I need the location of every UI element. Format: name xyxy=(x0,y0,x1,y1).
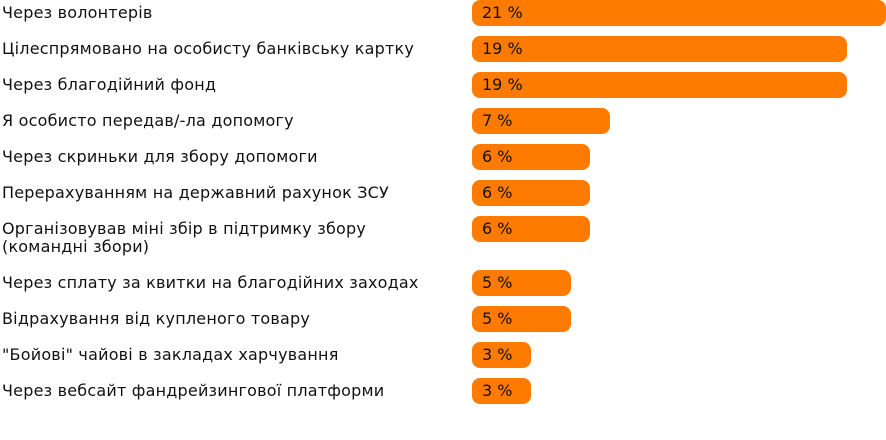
bar-track: 19 % xyxy=(472,36,886,62)
bar-track: 6 % xyxy=(472,180,886,206)
bar-track: 5 % xyxy=(472,306,886,332)
bar-row: Через сплату за квитки на благодійних за… xyxy=(0,270,886,296)
category-label: Через вебсайт фандрейзингової платформи xyxy=(2,381,385,400)
category-label: Відрахування від купленого товару xyxy=(2,309,311,328)
bar xyxy=(472,36,847,62)
bar-track: 3 % xyxy=(472,378,886,404)
value-label: 5 % xyxy=(482,309,513,328)
bar xyxy=(472,378,532,404)
bar xyxy=(472,216,591,242)
category-label: Організовував міні збір в підтримку збор… xyxy=(2,219,367,256)
value-label: 19 % xyxy=(482,75,523,94)
bar xyxy=(472,72,847,98)
bar xyxy=(472,342,532,368)
value-label: 7 % xyxy=(482,111,513,130)
bar-row: Через скриньки для збору допомоги 6 % xyxy=(0,144,886,170)
bar xyxy=(472,108,610,134)
bar-track: 6 % xyxy=(472,216,886,242)
bar-row: Через вебсайт фандрейзингової платформи 3… xyxy=(0,378,886,404)
category-label: Через благодійний фонд xyxy=(2,75,217,94)
bar xyxy=(472,144,591,170)
category-label: Я особисто передав/-ла допомогу xyxy=(2,111,294,130)
value-label: 19 % xyxy=(482,39,523,58)
bar xyxy=(472,180,591,206)
bar-track: 3 % xyxy=(472,342,886,368)
category-label: Перерахуванням на державний рахунок ЗСУ xyxy=(2,183,389,202)
category-label: Через скриньки для збору допомоги xyxy=(2,147,318,166)
value-label: 3 % xyxy=(482,381,513,400)
bar-row: "Бойові" чайові в закладах харчування 3 % xyxy=(0,342,886,368)
bar-row: Я особисто передав/-ла допомогу 7 % xyxy=(0,108,886,134)
value-label: 6 % xyxy=(482,183,513,202)
bar xyxy=(472,306,571,332)
value-label: 3 % xyxy=(482,345,513,364)
value-label: 6 % xyxy=(482,219,513,238)
value-label: 5 % xyxy=(482,273,513,292)
bar-row: Через благодійний фонд 19 % xyxy=(0,72,886,98)
bar-track: 19 % xyxy=(472,72,886,98)
bar-row: Цілеспрямовано на особисту банківську ка… xyxy=(0,36,886,62)
bar-track: 5 % xyxy=(472,270,886,296)
category-label: Цілеспрямовано на особисту банківську ка… xyxy=(2,39,415,58)
bar-row: Перерахуванням на державний рахунок ЗСУ 6… xyxy=(0,180,886,206)
category-label: Через волонтерів xyxy=(2,3,153,22)
category-label: "Бойові" чайові в закладах харчування xyxy=(2,345,339,364)
bar-row: Організовував міні збір в підтримку збор… xyxy=(0,216,886,260)
bar-track: 21 % xyxy=(472,0,886,26)
bar-row: Відрахування від купленого товару 5 % xyxy=(0,306,886,332)
value-label: 21 % xyxy=(482,3,523,22)
bar xyxy=(472,270,571,296)
bar-row: Через волонтерів 21 % xyxy=(0,0,886,26)
bar xyxy=(472,0,886,26)
bar-track: 6 % xyxy=(472,144,886,170)
bar-track: 7 % xyxy=(472,108,886,134)
category-label: Через сплату за квитки на благодійних за… xyxy=(2,273,419,292)
value-label: 6 % xyxy=(482,147,513,166)
